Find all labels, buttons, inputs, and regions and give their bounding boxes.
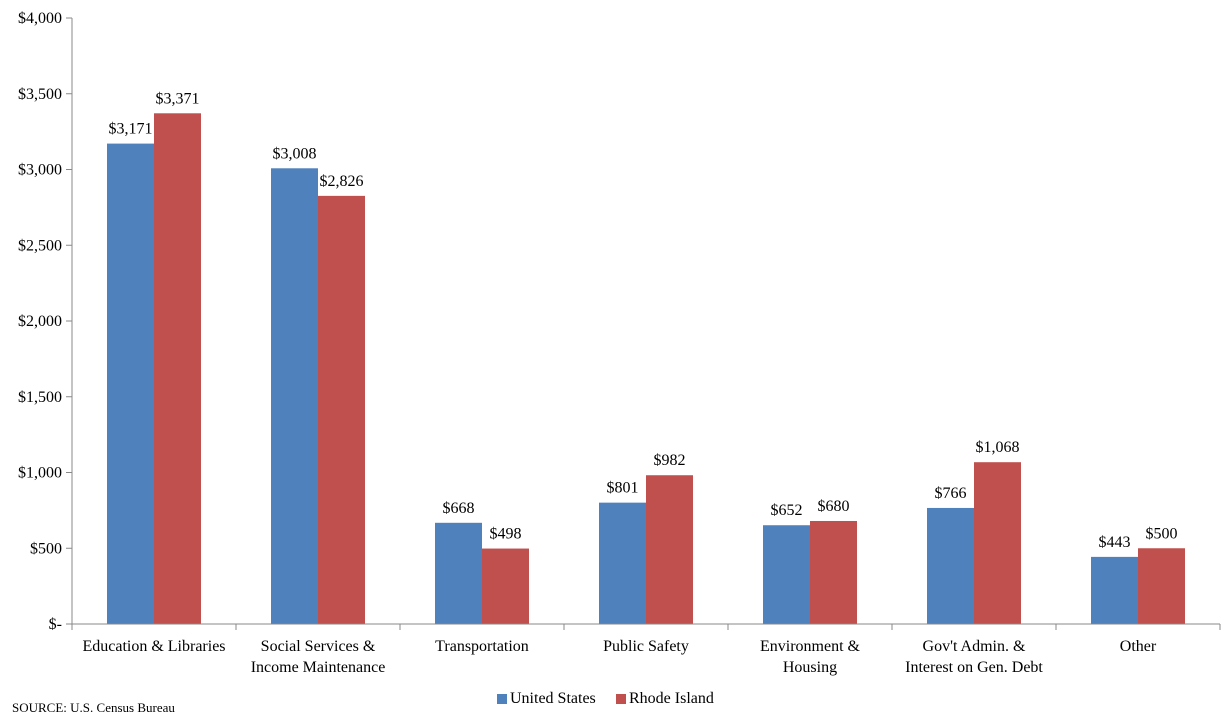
data-label: $443: [1099, 534, 1131, 551]
bar-rhode-island: [810, 520, 857, 624]
data-label: $498: [490, 526, 522, 543]
y-tick-label: $500: [30, 540, 62, 557]
legend-label: United States: [510, 690, 596, 707]
bar-rhode-island: [318, 195, 365, 624]
y-tick-label: $4,000: [18, 10, 62, 27]
x-category-label: Public Safety: [603, 638, 689, 655]
data-label: $1,068: [976, 439, 1020, 456]
bar-rhode-island: [974, 462, 1021, 624]
data-label: $680: [818, 498, 850, 515]
data-label: $500: [1146, 525, 1178, 542]
y-axis: $- $500 $1,000 $1,500 $2,000 $2,500 $3,000 $3,5…: [18, 10, 73, 633]
bar-united-states: [107, 143, 154, 624]
data-label: $2,826: [320, 173, 364, 190]
bar-united-states: [271, 168, 318, 624]
x-axis: Education & Libraries Social Services & In…: [71, 623, 1221, 676]
x-category-label: Social Services & Income Maintenance: [251, 638, 386, 676]
legend-label: Rhode Island: [629, 690, 714, 707]
data-labels: $3,171 $3,008 $668 $801 $652 $766 $443 $3,371 $2…: [109, 90, 1178, 551]
bar-rhode-island: [1138, 548, 1185, 624]
data-label: $3,171: [109, 121, 153, 138]
y-tick-label: $1,500: [18, 389, 62, 406]
x-category-label: Other: [1120, 638, 1157, 655]
y-tick-label: $1,000: [18, 465, 62, 482]
x-category-label: Transportation: [435, 638, 529, 655]
y-tick-label: $-: [49, 616, 62, 633]
bar-united-states: [763, 525, 810, 624]
bar-united-states: [599, 502, 646, 624]
bars: [107, 113, 1185, 624]
bar-united-states: [1091, 556, 1138, 624]
bar-united-states: [927, 507, 974, 624]
x-category-label: Gov't Admin. & Interest on Gen. Debt: [905, 638, 1043, 676]
legend-swatch: [497, 694, 507, 704]
data-label: $766: [935, 485, 967, 502]
bar-rhode-island: [154, 113, 201, 624]
bar-rhode-island: [482, 548, 529, 624]
data-label: $982: [654, 452, 686, 469]
x-category-label: Environment & Housing: [760, 638, 861, 676]
legend: United States Rhode Island: [497, 690, 714, 707]
source-note: SOURCE: U.S. Census Bureau: [12, 700, 175, 715]
data-label: $3,371: [156, 90, 200, 107]
y-tick-label: $3,500: [18, 86, 62, 103]
data-label: $652: [771, 502, 803, 519]
bar-united-states: [435, 522, 482, 624]
data-label: $668: [443, 500, 475, 517]
data-label: $801: [607, 480, 639, 497]
y-tick-label: $2,500: [18, 237, 62, 254]
y-tick-label: $2,000: [18, 313, 62, 330]
legend-swatch: [616, 694, 626, 704]
x-category-label: Education & Libraries: [82, 638, 225, 655]
data-label: $3,008: [273, 145, 317, 162]
y-tick-label: $3,000: [18, 162, 62, 179]
bar-rhode-island: [646, 475, 693, 624]
